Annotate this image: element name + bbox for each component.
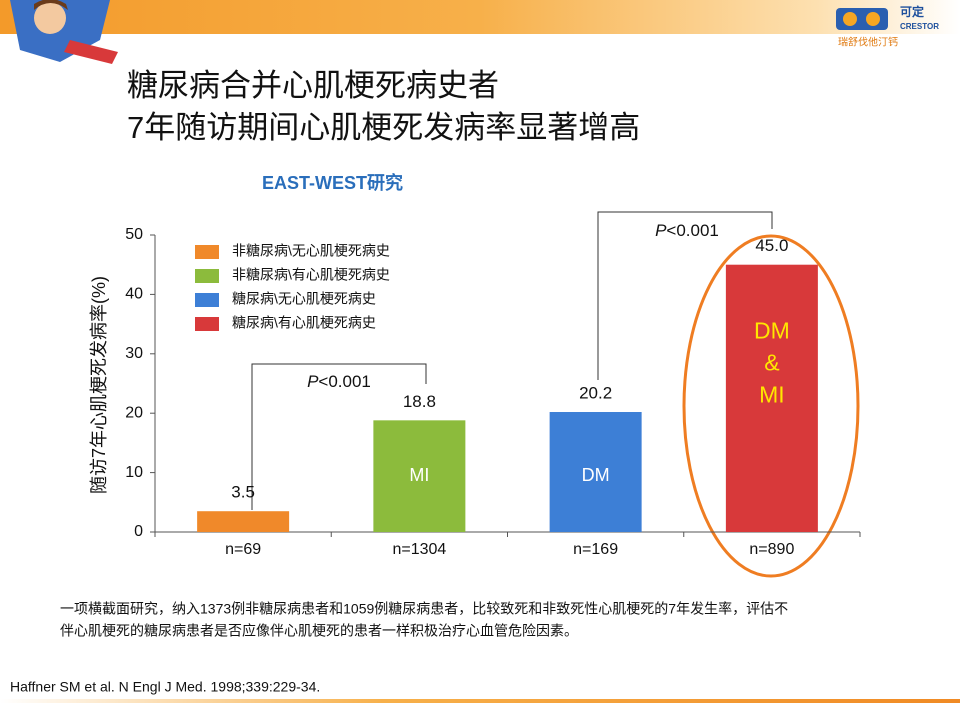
legend-swatch [195, 245, 219, 259]
bar [725, 264, 818, 532]
significance-symbol: P [655, 221, 667, 240]
footer-band [0, 699, 960, 703]
logo: 可定 CRESTOR 瑞舒伐他汀钙 [836, 4, 939, 49]
reference: Haffner SM et al. N Engl J Med. 1998;339… [10, 679, 320, 695]
x-tick-label: n=69 [225, 541, 261, 558]
y-tick-label: 10 [125, 464, 143, 481]
significance-symbol: P [307, 372, 319, 391]
chart-title: EAST-WEST研究 [262, 172, 403, 193]
value-label: 20.2 [579, 383, 612, 402]
value-label: 45.0 [755, 236, 788, 255]
y-tick-label: 30 [125, 345, 143, 362]
y-tick-label: 40 [125, 286, 143, 303]
legend-swatch [195, 317, 219, 331]
significance-label: P<0.001 [307, 372, 371, 391]
y-tick-label: 50 [125, 226, 143, 243]
significance-value: <0.001 [666, 221, 718, 240]
x-tick-label: n=1304 [392, 541, 446, 558]
value-label: 3.5 [231, 483, 255, 502]
x-tick-label: n=890 [749, 541, 794, 558]
header-band [0, 0, 960, 34]
footnote-line: 伴心肌梗死的糖尿病患者是否应像伴心肌梗死的患者一样积极治疗心血管危险因素。 [60, 623, 578, 639]
y-tick-label: 20 [125, 404, 143, 421]
bar-label: MI [759, 381, 785, 407]
hero-figure [10, 0, 118, 64]
significance-value: <0.001 [318, 372, 370, 391]
significance-label: P<0.001 [655, 221, 719, 240]
legend-label: 非糖尿病\有心肌梗死病史 [232, 267, 390, 283]
bar-label: MI [409, 465, 429, 485]
y-tick-label: 0 [134, 523, 143, 540]
bar [197, 511, 290, 532]
legend-label: 糖尿病\无心肌梗死病史 [232, 291, 376, 307]
legend-swatch [195, 269, 219, 283]
title-line: 7年随访期间心肌梗死发病率显著增高 [127, 110, 640, 145]
legend-label: 糖尿病\有心肌梗死病史 [232, 315, 376, 331]
x-tick-label: n=169 [573, 541, 618, 558]
legend-swatch [195, 293, 219, 307]
logo-tagline: 瑞舒伐他汀钙 [838, 36, 898, 49]
bar-label: & [764, 349, 779, 375]
bar-label: DM [754, 317, 790, 343]
bar [373, 420, 466, 532]
bar [549, 412, 642, 532]
highlight-ellipse [682, 234, 860, 578]
logo-name: 可定 [900, 4, 924, 19]
logo-brand: CRESTOR [900, 22, 939, 31]
legend-label: 非糖尿病\无心肌梗死病史 [232, 243, 390, 259]
value-label: 18.8 [403, 392, 436, 411]
title-line: 糖尿病合并心肌梗死病史者 [127, 68, 499, 103]
footnote-line: 一项横截面研究，纳入1373例非糖尿病患者和1059例糖尿病患者，比较致死和非致… [60, 601, 788, 617]
y-axis-label: 随访7年心肌梗死发病率(%) [89, 276, 109, 494]
comparison-brackets [251, 211, 773, 510]
bar-label: DM [582, 465, 610, 485]
